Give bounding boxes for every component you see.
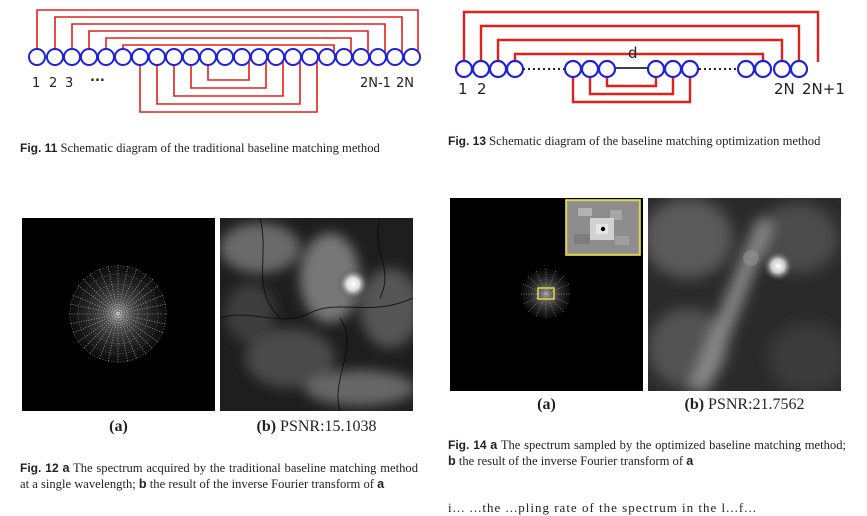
- body-text-fragment: i... ...the ...pling rate of the spectru…: [448, 500, 757, 515]
- fig14b-sublabel-label: (b): [684, 396, 705, 413]
- fig13-caption: Fig. 13 Schematic diagram of the baselin…: [448, 133, 846, 149]
- fig11-label-2: 2: [49, 76, 58, 91]
- fig12-caption-b: b: [138, 477, 147, 491]
- fig13-label-2: 2: [477, 80, 487, 98]
- fig14a-spectrum-image: [450, 198, 643, 391]
- fig13-label-d: d: [628, 44, 638, 62]
- fig14-caption-a2: a: [686, 454, 694, 468]
- fig11-label-1: 1: [32, 76, 41, 91]
- fig11-label-3: 3: [65, 76, 74, 91]
- fig14-caption-b: b: [448, 454, 456, 468]
- fig12b-sublabel: (b) PSNR:15.1038: [220, 418, 413, 436]
- fig12a-sublabel: (a): [22, 418, 215, 436]
- fig12a-spectrum-image: [22, 218, 215, 411]
- fig14b-reconstruction-image: [648, 198, 841, 391]
- fig11-caption-text: Schematic diagram of the traditional bas…: [60, 141, 380, 155]
- fig11-label-2n: 2N: [396, 76, 414, 91]
- fig12b-sublabel-label: (b): [256, 418, 277, 435]
- fig11-label-2n-1: 2N-1: [360, 76, 391, 91]
- fig13-label-1: 1: [458, 80, 468, 98]
- fig12b-sublabel-psnr: PSNR:15.1038: [280, 418, 377, 435]
- fig11-caption-label: Fig. 11: [20, 141, 58, 155]
- fig12a-sublabel-text: (a): [109, 418, 128, 435]
- fig14a-sublabel: (a): [450, 396, 643, 414]
- fig11-label-ellipsis: ...: [90, 70, 105, 85]
- fig14b-sublabel-psnr: PSNR:21.7562: [708, 396, 805, 413]
- fig13-diagram: [454, 10, 820, 104]
- fig14-caption-label: Fig. 14: [448, 438, 487, 452]
- fig14-caption-text-2: the result of the inverse Fourier transf…: [458, 454, 684, 468]
- fig13-label-2n: 2N: [774, 80, 795, 98]
- fig14-caption: Fig. 14 a The spectrum sampled by the op…: [448, 437, 846, 469]
- fig14b-sublabel: (b) PSNR:21.7562: [648, 396, 841, 414]
- fig14-caption-text-1: The spectrum sampled by the optimized ba…: [500, 438, 846, 452]
- fig14a-sublabel-text: (a): [537, 396, 556, 413]
- fig11-diagram: [28, 9, 421, 113]
- fig14-caption-a: a: [490, 438, 498, 452]
- fig13-caption-label: Fig. 13: [448, 134, 487, 148]
- fig12-caption-label: Fig. 12: [20, 461, 59, 475]
- fig13-caption-text: Schematic diagram of the baseline matchi…: [489, 134, 821, 148]
- fig12-caption-text-1: The spectrum acquired by the traditional…: [20, 461, 419, 491]
- fig13-label-2n-plus-1: 2N+1: [802, 80, 845, 98]
- fig12b-reconstruction-image: [220, 218, 413, 411]
- fig12-caption-a2: a: [377, 477, 385, 491]
- fig11-caption: Fig. 11 Schematic diagram of the traditi…: [20, 140, 418, 156]
- fig12-caption-text-2: the result of the inverse Fourier transf…: [149, 477, 374, 491]
- fig12-caption-a: a: [62, 461, 70, 475]
- fig12-caption: Fig. 12 a The spectrum acquired by the t…: [20, 460, 418, 492]
